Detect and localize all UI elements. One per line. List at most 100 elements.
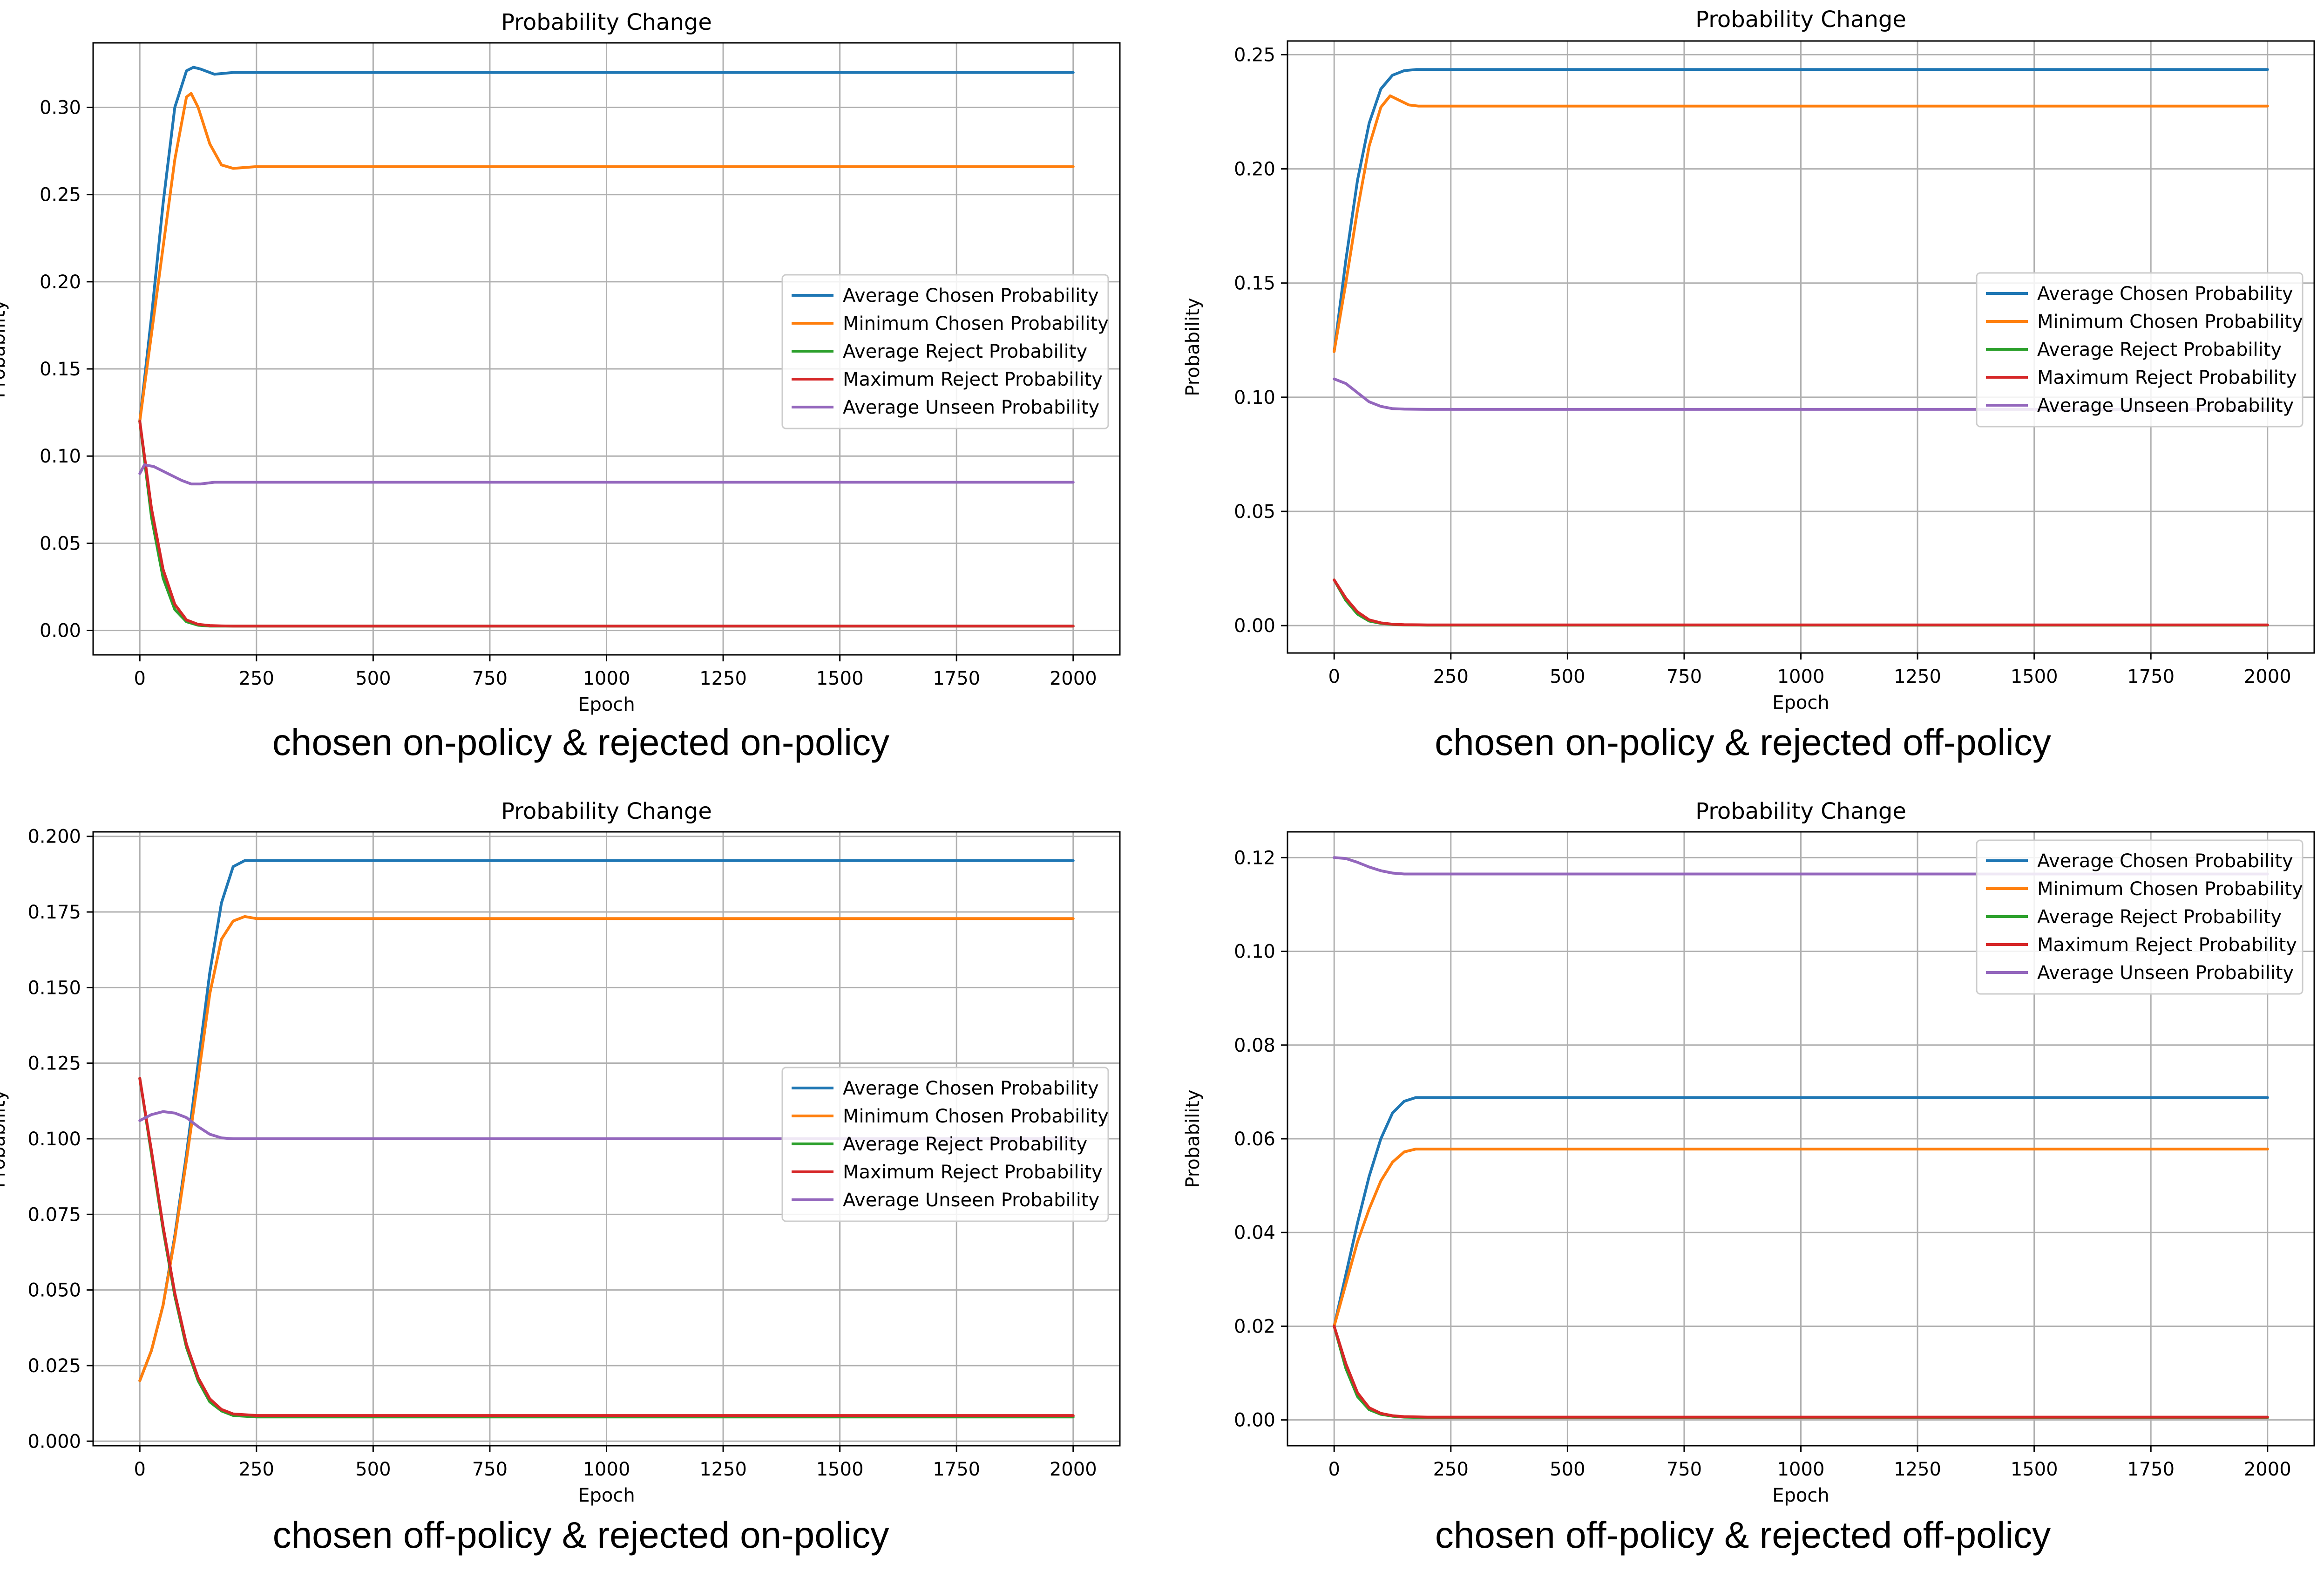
y-tick-label: 0.050 [27,1280,81,1301]
legend: Average Chosen Probability Minimum Chosen… [1976,272,2304,428]
panel-caption: chosen on-policy & rejected on-policy [272,721,890,763]
chart-title: Probability Change [501,9,712,35]
series-line-avg-chosen [1333,68,2269,353]
legend-label: Maximum Reject Probability [2037,367,2297,388]
chart-title: Probability Change [1695,798,1906,824]
y-axis-label: Probability [0,1089,9,1188]
x-tick-label: 250 [1433,666,1469,687]
y-tick-label: 0.00 [40,620,81,642]
x-tick-label: 1500 [816,1459,864,1480]
probability-chart: 0 250 500 750 1000 1250 1500 1750 2000 0.000 0.025… [0,798,1121,1506]
legend-label: Average Chosen Probability [843,1078,1099,1099]
y-tick-label: 0.175 [27,902,81,923]
legend-label: Minimum Chosen Probability [2037,878,2303,900]
probability-chart: 0 250 500 750 1000 1250 1500 1750 2000 0.00 0.02 0.… [1182,798,2315,1506]
x-tick-label: 1000 [1777,1459,1825,1480]
legend-label: Average Reject Probability [843,341,1087,362]
y-tick-label: 0.100 [27,1129,81,1150]
y-tick-label: 0.05 [40,533,81,554]
series-line-min-chosen [1333,94,2269,353]
legend-label: Minimum Chosen Probability [2037,311,2303,333]
y-tick-label: 0.15 [1234,273,1275,294]
y-tick-label: 0.25 [40,184,81,206]
y-tick-label: 0.000 [27,1431,81,1452]
x-tick-label: 1250 [699,668,747,689]
legend-label: Average Reject Probability [2037,906,2282,928]
y-tick-label: 0.20 [1234,159,1275,180]
x-tick-label: 2000 [2244,666,2291,687]
legend-label: Maximum Reject Probability [2037,934,2297,956]
x-tick-label: 2000 [1050,668,1097,689]
y-axis-label: Probability [1182,298,1204,396]
legend-label: Minimum Chosen Probability [843,313,1109,334]
chart-title: Probability Change [501,798,712,824]
probability-chart: 0 250 500 750 1000 1250 1500 1750 2000 0.00 0.05 0.… [0,9,1121,715]
legend-label: Average Chosen Probability [2037,283,2293,305]
y-tick-label: 0.15 [40,359,81,380]
x-tick-label: 750 [1667,1459,1702,1480]
legend-label: Average Reject Probability [2037,339,2282,360]
legend-label: Minimum Chosen Probability [843,1106,1109,1127]
x-tick-label: 500 [355,668,391,689]
y-tick-label: 0.150 [27,977,81,999]
chart-panel-off-on: 0 250 500 750 1000 1250 1500 1750 2000 0.000 0.025… [0,785,1162,1571]
y-tick-label: 0.08 [1234,1035,1275,1056]
series-line-min-chosen [1333,1148,2269,1328]
y-tick-label: 0.025 [27,1355,81,1377]
legend-box [781,1067,1109,1222]
x-tick-label: 1000 [583,1459,630,1480]
x-axis-label: Epoch [1772,692,1829,714]
x-tick-label: 1000 [1777,666,1825,687]
y-tick-label: 0.25 [1234,44,1275,66]
series-line-avg-unseen [1333,856,2269,876]
x-tick-label: 250 [1433,1459,1469,1480]
panel-caption: chosen off-policy & rejected off-policy [1435,1514,2051,1556]
chart-panel-on-on: 0 250 500 750 1000 1250 1500 1750 2000 0.00 0.05 0.… [0,0,1162,785]
x-tick-label: 2000 [1050,1459,1097,1480]
x-tick-label: 1750 [933,1459,980,1480]
x-tick-label: 500 [1550,666,1585,687]
y-axis-label: Probability [0,299,9,398]
y-tick-label: 0.00 [1234,615,1275,637]
legend-box [781,274,1109,429]
legend-label: Average Chosen Probability [843,285,1099,306]
x-tick-label: 1250 [1894,1459,1941,1480]
x-tick-label: 750 [472,668,508,689]
x-tick-label: 750 [472,1459,508,1480]
y-tick-label: 0.12 [1234,847,1275,869]
x-tick-label: 1750 [2127,666,2175,687]
y-tick-label: 0.00 [1234,1410,1275,1431]
series-line-avg-unseen [138,463,1075,486]
legend-label: Maximum Reject Probability [843,1162,1103,1183]
x-tick-label: 1500 [2011,666,2058,687]
series-line-max-reject [138,1077,1075,1417]
series-line-avg-chosen [138,66,1075,423]
x-tick-label: 1500 [2011,1459,2058,1480]
x-tick-label: 0 [1328,666,1340,687]
chart-panel-off-off: 0 250 500 750 1000 1250 1500 1750 2000 0.00 0.02 0.… [1162,785,2324,1571]
series-line-min-chosen [138,92,1075,423]
series-line-avg-unseen [138,1110,1075,1140]
x-tick-label: 0 [134,1459,146,1480]
panel-caption: chosen off-policy & rejected on-policy [272,1514,889,1556]
series-line-avg-chosen [1333,1096,2269,1328]
panel-caption: chosen on-policy & rejected off-policy [1435,721,2051,763]
series-line-max-reject [1333,1325,2269,1419]
series-line-max-reject [1333,578,2269,626]
x-tick-label: 500 [1550,1459,1585,1480]
legend-box [1976,839,2304,995]
probability-chart: 0 250 500 750 1000 1250 1500 1750 2000 0.00 0.05 0.… [1182,7,2315,714]
legend-label: Average Reject Probability [843,1134,1087,1155]
legend-label: Average Unseen Probability [2037,962,2294,984]
y-tick-label: 0.10 [1234,387,1275,408]
x-tick-label: 1250 [1894,666,1941,687]
legend-label: Average Unseen Probability [843,397,1099,418]
x-tick-label: 250 [239,668,274,689]
y-tick-label: 0.04 [1234,1222,1275,1244]
legend: Average Chosen Probability Minimum Chosen… [781,274,1109,429]
legend-label: Average Chosen Probability [2037,850,2293,872]
x-tick-label: 750 [1667,666,1702,687]
x-tick-label: 1750 [2127,1459,2175,1480]
x-axis-label: Epoch [578,694,635,715]
legend-label: Average Unseen Probability [2037,395,2294,416]
